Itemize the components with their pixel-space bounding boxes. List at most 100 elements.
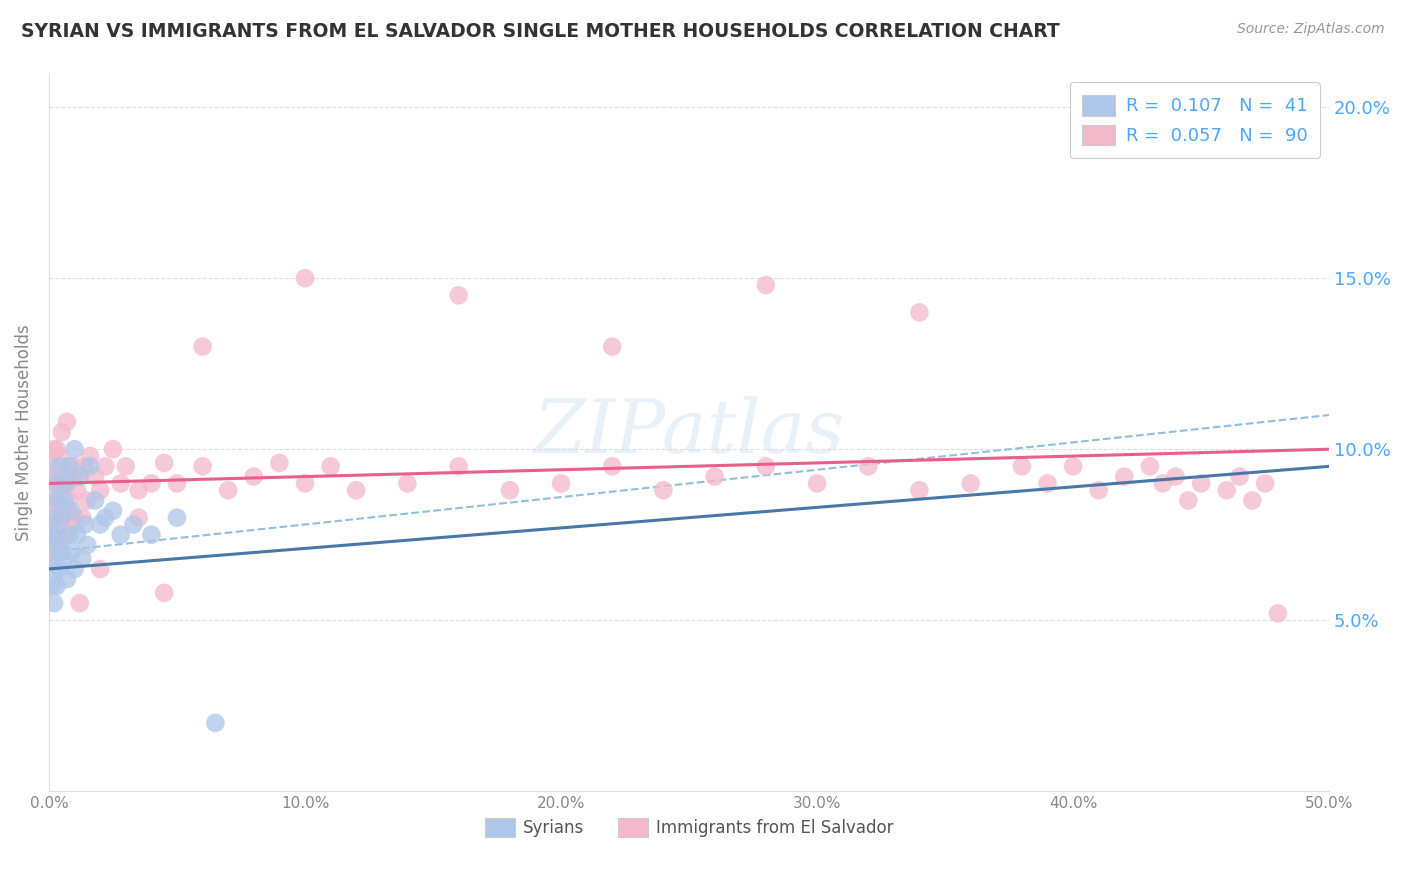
Point [128, 483, 150, 498]
Point [51, 510, 73, 524]
Point [45, 493, 67, 508]
Point [110, 476, 132, 491]
Point [269, 456, 291, 470]
Point [42, 510, 65, 524]
Point [128, 510, 150, 524]
Point [63, 459, 86, 474]
Text: Source: ZipAtlas.com: Source: ZipAtlas.com [1237, 22, 1385, 37]
Point [84, 469, 107, 483]
Point [48, 562, 70, 576]
Point [51, 425, 73, 439]
Point [69, 469, 91, 483]
Legend: Syrians, Immigrants from El Salvador: Syrians, Immigrants from El Salvador [478, 812, 900, 844]
Point [45, 527, 67, 541]
Point [45, 579, 67, 593]
Point [1189, 476, 1212, 491]
Point [122, 517, 145, 532]
Point [42, 469, 65, 483]
Point [53, 527, 76, 541]
Point [908, 483, 931, 498]
Point [69, 469, 91, 483]
Point [959, 476, 981, 491]
Point [48, 545, 70, 559]
Point [1177, 493, 1199, 508]
Point [58, 459, 80, 474]
Point [73, 517, 96, 532]
Point [114, 459, 136, 474]
Point [76, 538, 98, 552]
Point [1164, 469, 1187, 483]
Point [45, 476, 67, 491]
Point [41, 493, 63, 508]
Point [63, 510, 86, 524]
Point [652, 483, 675, 498]
Point [53, 551, 76, 566]
Point [45, 442, 67, 457]
Point [908, 305, 931, 319]
Point [76, 493, 98, 508]
Point [48, 493, 70, 508]
Point [69, 596, 91, 610]
Point [51, 476, 73, 491]
Point [60, 469, 83, 483]
Point [600, 340, 623, 354]
Point [42, 562, 65, 576]
Point [42, 596, 65, 610]
Point [41, 551, 63, 566]
Point [56, 527, 79, 541]
Point [84, 493, 107, 508]
Point [48, 493, 70, 508]
Point [89, 517, 111, 532]
Point [217, 483, 239, 498]
Point [294, 271, 316, 285]
Point [101, 504, 124, 518]
Point [79, 449, 101, 463]
Point [60, 517, 83, 532]
Point [60, 545, 83, 559]
Point [53, 493, 76, 508]
Point [1036, 476, 1059, 491]
Point [63, 562, 86, 576]
Point [101, 442, 124, 457]
Point [703, 469, 725, 483]
Point [396, 476, 419, 491]
Point [42, 476, 65, 491]
Point [63, 442, 86, 457]
Text: ZIPatlas: ZIPatlas [533, 396, 845, 468]
Point [755, 278, 778, 293]
Text: SYRIAN VS IMMIGRANTS FROM EL SALVADOR SINGLE MOTHER HOUSEHOLDS CORRELATION CHART: SYRIAN VS IMMIGRANTS FROM EL SALVADOR SI… [21, 22, 1060, 41]
Point [48, 459, 70, 474]
Point [89, 562, 111, 576]
Point [56, 469, 79, 483]
Point [41, 545, 63, 559]
Point [51, 469, 73, 483]
Point [56, 572, 79, 586]
Point [89, 483, 111, 498]
Point [243, 469, 266, 483]
Point [41, 579, 63, 593]
Y-axis label: Single Mother Households: Single Mother Households [15, 324, 32, 541]
Point [294, 476, 316, 491]
Point [499, 483, 522, 498]
Point [1087, 483, 1109, 498]
Point [66, 483, 89, 498]
Point [153, 456, 176, 470]
Point [191, 459, 214, 474]
Point [141, 527, 163, 541]
Point [41, 459, 63, 474]
Point [319, 459, 342, 474]
Point [1254, 476, 1277, 491]
Point [1241, 493, 1264, 508]
Point [1267, 607, 1289, 621]
Point [51, 510, 73, 524]
Point [58, 527, 80, 541]
Point [94, 510, 117, 524]
Point [166, 510, 188, 524]
Point [66, 527, 89, 541]
Point [1215, 483, 1237, 498]
Point [45, 527, 67, 541]
Point [600, 459, 623, 474]
Point [550, 476, 572, 491]
Point [53, 476, 76, 491]
Point [48, 538, 70, 552]
